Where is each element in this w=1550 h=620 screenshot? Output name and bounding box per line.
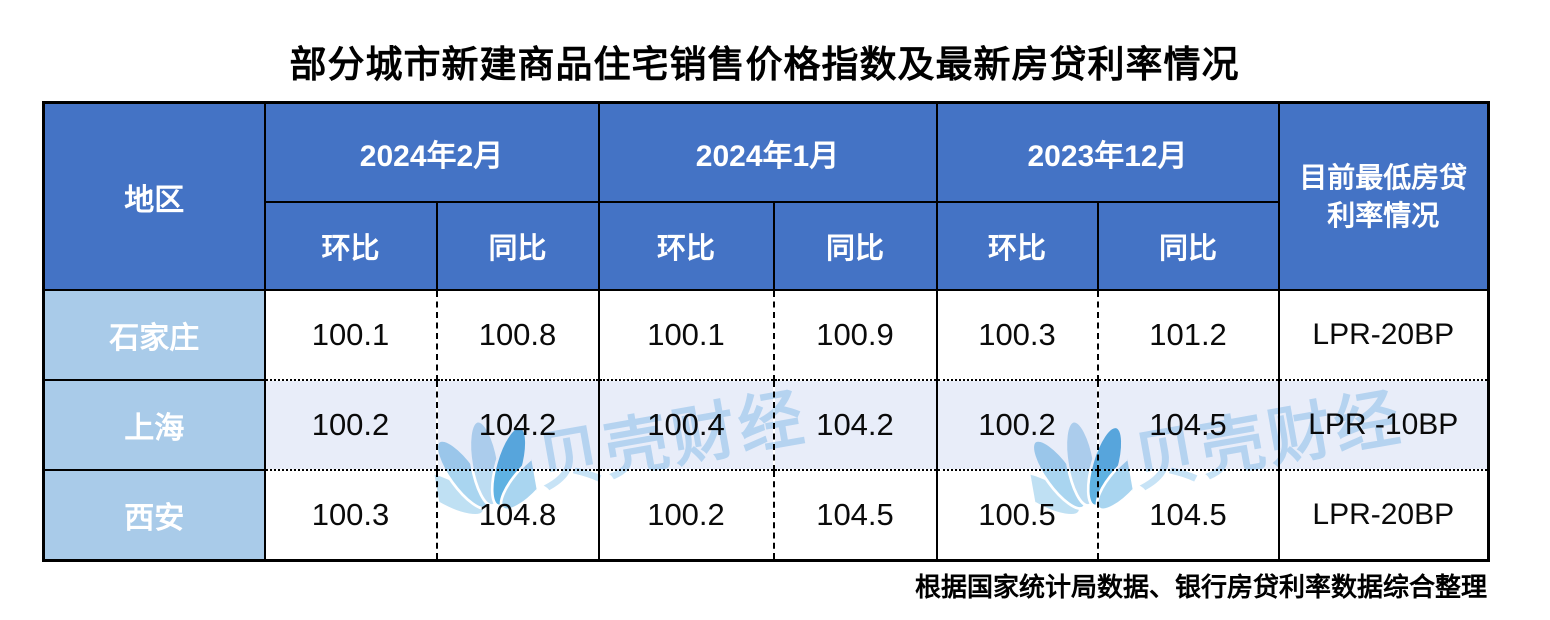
price-index-table: 地区 2024年2月 2024年1月 2023年12月 目前最低房贷利率情况 环… [42,101,1491,562]
subheader-mom-jan: 环比 [597,201,775,291]
rate-cell: LPR -10BP [1277,379,1490,471]
header-row-months: 地区 2024年2月 2024年1月 2023年12月 目前最低房贷利率情况 [42,101,1490,291]
value-cell: 100.9 [772,289,938,381]
page-title: 部分城市新建商品住宅销售价格指数及最新房贷利率情况 [289,44,1240,85]
value-cell: 100.8 [435,289,600,381]
subheader-yoy-jan: 同比 [772,201,938,291]
header-current-lowest-rate: 目前最低房贷利率情况 [1277,101,1490,291]
header-region: 地区 [42,101,266,291]
value-cell: 100.3 [263,469,438,561]
data-source-note: 根据国家统计局数据、银行房贷利率数据综合整理 [914,572,1487,602]
value-cell: 100.4 [597,379,775,471]
header-month-2023-12: 2023年12月 [935,101,1280,203]
value-cell: 104.5 [1096,379,1280,471]
value-cell: 104.2 [772,379,938,471]
value-cell: 100.3 [935,289,1099,381]
header-month-2024-02: 2024年2月 [263,101,600,203]
subheader-yoy-feb: 同比 [435,201,600,291]
value-cell: 100.1 [263,289,438,381]
subheader-mom-dec: 环比 [935,201,1099,291]
value-cell: 101.2 [1096,289,1280,381]
value-cell: 104.5 [772,469,938,561]
rate-cell: LPR-20BP [1277,289,1490,381]
city-cell: 上海 [42,379,266,471]
value-cell: 100.1 [597,289,775,381]
value-cell: 104.5 [1096,469,1280,561]
value-cell: 104.8 [435,469,600,561]
city-cell: 石家庄 [42,289,266,381]
value-cell: 100.2 [935,379,1099,471]
subheader-mom-feb: 环比 [263,201,438,291]
header-month-2024-01: 2024年1月 [597,101,938,203]
value-cell: 100.5 [935,469,1099,561]
subheader-yoy-dec: 同比 [1096,201,1280,291]
value-cell: 104.2 [435,379,600,471]
table-row-shanghai: 上海 100.2 104.2 100.4 104.2 100.2 104.5 L… [42,379,1490,471]
header-row-subheaders: 环比 同比 环比 同比 环比 同比 [44,201,1489,291]
value-cell: 100.2 [597,469,775,561]
table-row-shijiazhuang: 石家庄 100.1 100.8 100.1 100.9 100.3 101.2 … [42,289,1490,381]
rate-cell: LPR-20BP [1277,469,1490,561]
table-row-xian: 西安 100.3 104.8 100.2 104.5 100.5 104.5 L… [42,469,1490,561]
value-cell: 100.2 [263,379,438,471]
city-cell: 西安 [42,469,266,561]
